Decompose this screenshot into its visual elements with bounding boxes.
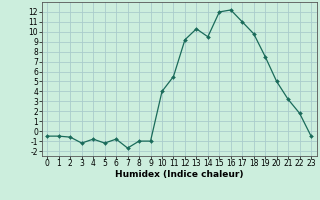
X-axis label: Humidex (Indice chaleur): Humidex (Indice chaleur): [115, 170, 244, 179]
